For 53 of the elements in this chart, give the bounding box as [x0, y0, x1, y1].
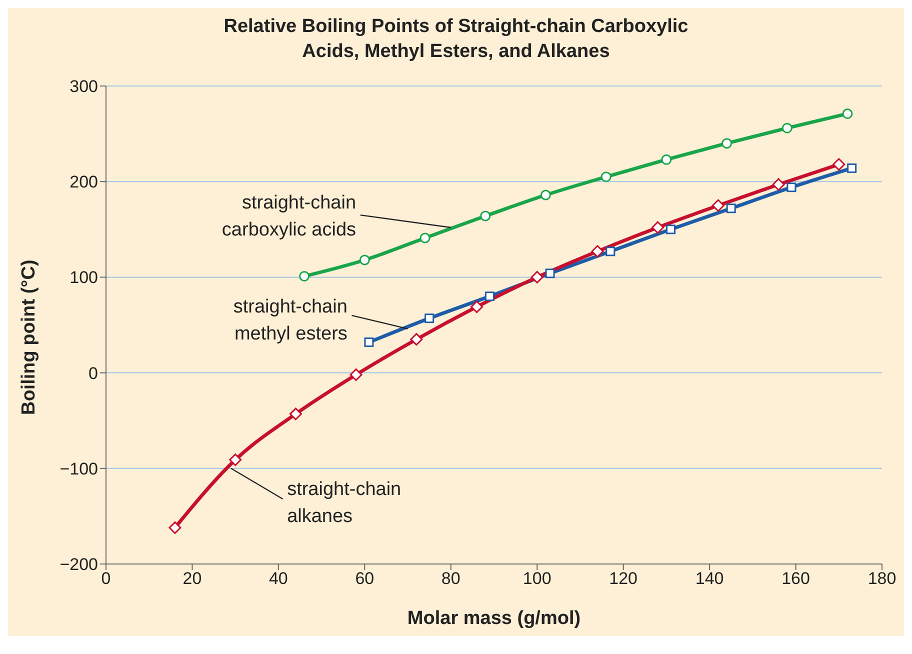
point [782, 122, 792, 134]
point [847, 163, 857, 173]
y-tick-label: 300 [70, 77, 98, 96]
x-tick-label: 120 [609, 569, 638, 588]
point [545, 268, 555, 278]
y-tick-label: 0 [88, 364, 98, 383]
point [661, 154, 672, 165]
point [712, 199, 724, 212]
point [484, 292, 494, 302]
y-tick-label: 200 [70, 172, 98, 192]
x-axis-title: Molar mass (g/mol) [407, 608, 581, 629]
point [606, 246, 616, 256]
point [470, 300, 484, 314]
point [591, 245, 604, 258]
x-tick-label: 80 [441, 569, 460, 588]
x-tick-label: 180 [868, 569, 896, 588]
point [289, 408, 302, 420]
point [540, 190, 551, 200]
point [420, 232, 430, 244]
x-tick-label: 40 [268, 569, 288, 588]
series-label: straight-chain methyl esters [233, 296, 348, 345]
point [359, 254, 370, 266]
point [424, 314, 434, 324]
point [722, 138, 732, 149]
point [652, 221, 664, 234]
point [480, 210, 491, 222]
point [726, 204, 736, 214]
point [600, 172, 612, 182]
y-tick-label: −200 [60, 555, 98, 574]
point [229, 454, 242, 466]
y-tick-label: 100 [70, 268, 98, 288]
point [842, 108, 853, 119]
point [299, 270, 310, 282]
x-tick-label: 140 [695, 569, 724, 588]
point [530, 270, 544, 284]
x-tick-label: 60 [355, 569, 374, 588]
point [666, 224, 676, 234]
x-tick-label: 20 [182, 569, 202, 588]
point [350, 368, 362, 381]
text: straight-chain alkanes [287, 479, 402, 528]
series-label: straight-chain carboxylic acids [222, 192, 356, 240]
y-axis-title: Boiling point (°C) [18, 260, 40, 415]
chart-title: Relative Boiling Points of Straight-chain Carboxylic Acids, Methyl Esters, and Alkanes [222, 15, 690, 64]
point [410, 333, 423, 346]
x-tick-label: 100 [522, 569, 552, 588]
x-tick-label: 0 [101, 569, 111, 588]
x-tick-label: 160 [782, 569, 810, 588]
point [364, 337, 374, 347]
y-tick-label: −100 [60, 459, 98, 478]
point [772, 178, 785, 191]
point [168, 521, 182, 534]
point [786, 182, 796, 192]
point [832, 158, 846, 171]
